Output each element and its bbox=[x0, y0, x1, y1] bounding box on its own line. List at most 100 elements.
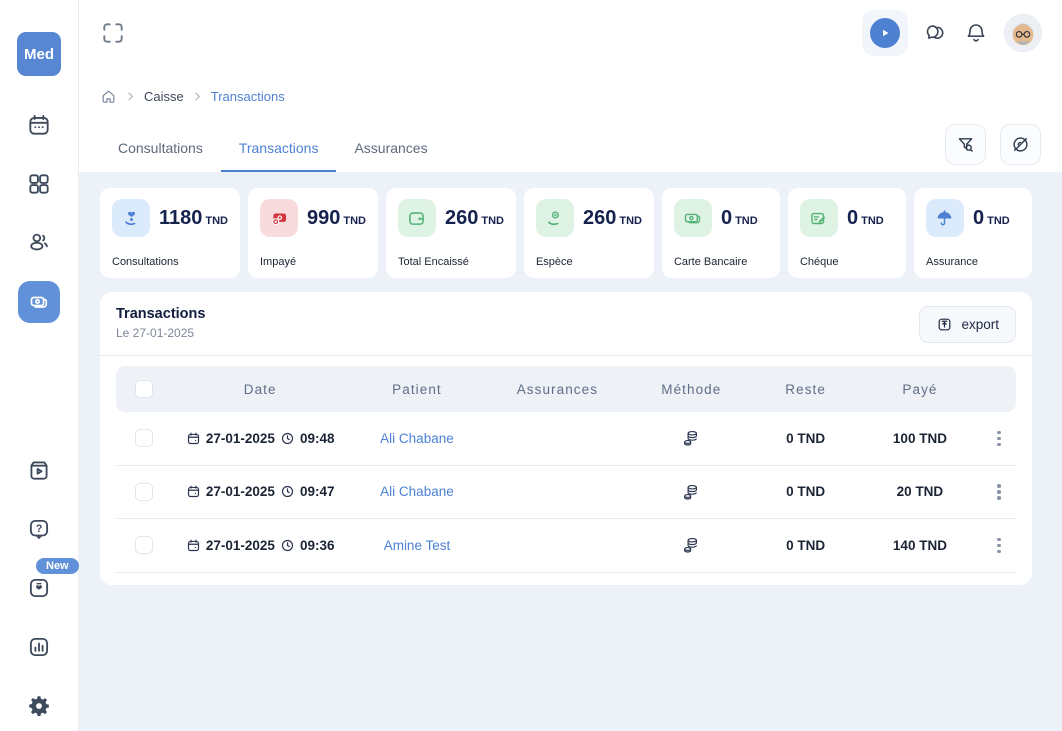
date-cell: 27-01-2025 09:48 bbox=[172, 431, 348, 446]
umbrella-icon bbox=[925, 199, 964, 237]
stat-unit: TND bbox=[619, 214, 642, 227]
stat-unit: TND bbox=[987, 214, 1010, 227]
stat-card-cheque: 0 TND Chéque bbox=[787, 188, 906, 278]
breadcrumb: Caisse Transactions bbox=[100, 88, 285, 105]
sidebar-item-caisse-active[interactable] bbox=[18, 281, 60, 323]
notifications-bell-button[interactable] bbox=[964, 21, 988, 45]
stat-card-banknote: 0 TND Carte Bancaire bbox=[661, 188, 780, 278]
divider bbox=[100, 355, 1032, 356]
patient-link[interactable]: Amine Test bbox=[383, 537, 451, 553]
method-cell bbox=[629, 535, 753, 555]
hide-amounts-button[interactable] bbox=[1000, 124, 1041, 165]
row-checkbox[interactable] bbox=[135, 429, 153, 448]
coins-icon bbox=[681, 535, 701, 555]
stat-card-wallet: 260 TND Total Encaissé bbox=[385, 188, 516, 278]
stat-unit: TND bbox=[205, 214, 228, 227]
sidebar-item-patients[interactable] bbox=[26, 229, 52, 255]
clock-small-icon bbox=[280, 538, 295, 553]
time-value: 09:47 bbox=[299, 484, 335, 500]
stat-unit: TND bbox=[861, 214, 884, 227]
filter-search-button[interactable] bbox=[945, 124, 986, 165]
clock-small-icon bbox=[280, 484, 295, 499]
breadcrumb-item-caisse[interactable]: Caisse bbox=[144, 89, 184, 104]
chat-button[interactable] bbox=[924, 21, 948, 45]
stat-label: Impayé bbox=[260, 256, 297, 268]
stat-value: 0 bbox=[972, 206, 985, 229]
stat-label: Consultations bbox=[112, 256, 179, 268]
tab-consultations[interactable]: Consultations bbox=[118, 140, 203, 156]
sidebar-item-calendar[interactable] bbox=[26, 112, 52, 138]
sidebar-item-statistics[interactable] bbox=[26, 634, 52, 660]
column-header-assurances: Assurances bbox=[516, 381, 599, 397]
stat-label: Assurance bbox=[925, 256, 978, 268]
cash-icon bbox=[27, 290, 51, 314]
row-menu-kebab-icon[interactable] bbox=[982, 480, 1016, 504]
stat-value: 260 bbox=[444, 206, 479, 229]
time-value: 09:48 bbox=[299, 430, 335, 446]
sidebar-item-settings[interactable] bbox=[26, 693, 52, 719]
method-cell bbox=[629, 482, 753, 502]
breadcrumb-item-transactions[interactable]: Transactions bbox=[210, 89, 285, 104]
clock-small-icon bbox=[280, 431, 295, 446]
sidebar-item-videos[interactable] bbox=[26, 457, 52, 483]
select-all-checkbox[interactable] bbox=[135, 380, 153, 398]
cash-hand-icon bbox=[535, 199, 574, 237]
transactions-title: Transactions bbox=[116, 306, 206, 322]
date-cell: 27-01-2025 09:36 bbox=[172, 538, 348, 553]
user-avatar[interactable] bbox=[1004, 14, 1042, 52]
sidebar: Med ? New bbox=[0, 0, 79, 731]
stat-cards: 1180 TND Consultations 990 TND Impayé 260 TND To… bbox=[100, 188, 1032, 278]
chevron-icon bbox=[191, 90, 204, 103]
whats-new-icon bbox=[26, 575, 52, 601]
sidebar-item-help[interactable]: ? bbox=[26, 516, 52, 542]
svg-text:?: ? bbox=[36, 523, 43, 535]
wallet-icon bbox=[397, 199, 436, 237]
chevron-icon bbox=[124, 90, 137, 103]
column-header-méthode: Méthode bbox=[661, 381, 722, 397]
export-button[interactable]: export bbox=[919, 306, 1016, 343]
app-logo[interactable]: Med bbox=[17, 32, 61, 76]
page-header: Caisse Transactions Consultations Transact… bbox=[79, 0, 1062, 172]
column-header-reste: Reste bbox=[785, 381, 826, 397]
patients-icon bbox=[26, 229, 52, 255]
export-icon bbox=[936, 316, 953, 333]
reste-value: 0 TND bbox=[786, 430, 826, 446]
date-cell: 27-01-2025 09:47 bbox=[172, 484, 348, 499]
home-icon[interactable] bbox=[100, 88, 117, 105]
banknote-icon bbox=[673, 199, 712, 237]
row-menu-kebab-icon[interactable] bbox=[982, 534, 1016, 558]
stat-card-cash-hand: 260 TND Espèce bbox=[523, 188, 654, 278]
calendar-icon bbox=[26, 112, 52, 138]
reste-value: 0 TND bbox=[786, 484, 826, 500]
app-logo-text: Med bbox=[24, 45, 54, 63]
row-checkbox[interactable] bbox=[135, 536, 153, 555]
sidebar-item-whats-new[interactable] bbox=[26, 575, 52, 601]
calendar-small-icon bbox=[186, 431, 201, 446]
calendar-small-icon bbox=[186, 538, 201, 553]
table-row: 27-01-2025 09:48 Ali Chabane 0 TND 100 TND bbox=[116, 412, 1016, 466]
paye-value: 140 TND bbox=[892, 537, 947, 553]
unpaid-icon bbox=[260, 199, 298, 237]
help-icon: ? bbox=[26, 516, 52, 542]
tabs: Consultations Transactions Assurances bbox=[100, 130, 446, 172]
main-area: Caisse Transactions Consultations Transact… bbox=[79, 0, 1062, 731]
tutorial-play-button[interactable] bbox=[862, 10, 908, 56]
patient-link[interactable]: Ali Chabane bbox=[380, 430, 454, 446]
tab-assurances[interactable]: Assurances bbox=[354, 140, 428, 156]
cheque-icon bbox=[799, 199, 838, 237]
fullscreen-icon[interactable] bbox=[100, 20, 126, 46]
sidebar-item-dashboard[interactable] bbox=[26, 171, 52, 197]
stat-unit: TND bbox=[343, 214, 366, 227]
patient-link[interactable]: Ali Chabane bbox=[380, 484, 454, 500]
column-header-date: Date bbox=[243, 381, 277, 397]
time-value: 09:36 bbox=[299, 537, 335, 553]
stat-label: Chéque bbox=[799, 256, 839, 268]
export-label: export bbox=[961, 317, 999, 332]
stat-label: Espèce bbox=[535, 256, 573, 268]
stat-value: 0 bbox=[720, 206, 733, 229]
row-checkbox[interactable] bbox=[135, 482, 153, 501]
topbar-actions bbox=[862, 10, 1042, 56]
table-row: 27-01-2025 09:47 Ali Chabane 0 TND 20 TND bbox=[116, 465, 1016, 519]
tab-transactions[interactable]: Transactions bbox=[220, 130, 337, 172]
row-menu-kebab-icon[interactable] bbox=[982, 427, 1016, 451]
